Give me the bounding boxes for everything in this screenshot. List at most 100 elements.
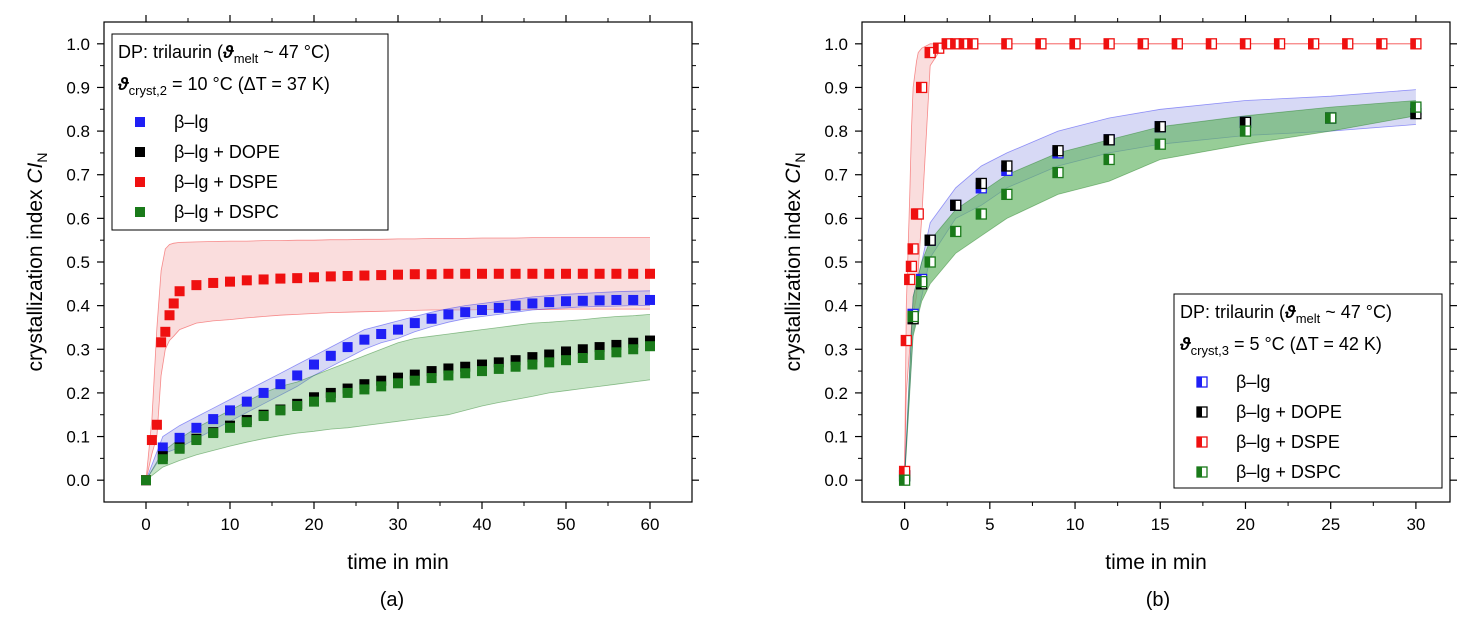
data-point-dspe	[1069, 38, 1081, 50]
legend: DP: trilaurin (ϑmelt ~ 47 °C) ϑcryst,3 = …	[1173, 293, 1443, 489]
legend-marker-dspc	[1196, 466, 1208, 478]
data-point-dspc	[1103, 153, 1115, 166]
marker-half-fill	[925, 257, 931, 267]
data-point-dspe	[164, 310, 175, 321]
data-point-beta_lg	[594, 295, 605, 306]
marker-half-fill	[1001, 189, 1007, 200]
data-point-dope	[409, 369, 420, 380]
data-point-dspc	[174, 443, 185, 454]
marker-half-fill	[1197, 377, 1202, 387]
data-point-dspc	[157, 454, 168, 465]
data-point-beta_lg	[275, 379, 286, 390]
data-point-dspe	[241, 275, 252, 286]
data-point-beta_lg	[225, 405, 235, 416]
data-point-dspe	[1376, 38, 1388, 50]
data-point-dspe	[1342, 38, 1354, 50]
y-tick-label: 0.1	[66, 428, 90, 447]
data-point-dspc	[141, 475, 151, 486]
band-dspc	[146, 314, 650, 481]
data-point-dspc	[477, 366, 487, 377]
data-point-dspc	[544, 357, 555, 368]
y-tick-label: 0.0	[824, 471, 848, 490]
data-point-dspc	[975, 208, 987, 220]
legend-title-line1: DP: trilaurin (ϑmelt ~ 47 °C)	[1180, 302, 1392, 326]
marker-half-fill	[1104, 38, 1110, 49]
data-point-dspc	[527, 359, 538, 370]
marker-half-fill	[1240, 117, 1246, 128]
marker-half-fill	[1197, 467, 1202, 477]
legend-title-line1: DP: trilaurin (ϑmelt ~ 47 °C)	[118, 42, 330, 66]
data-point-dspc	[292, 401, 303, 411]
marker-half-fill	[899, 466, 905, 477]
marker-half-fill	[906, 261, 912, 272]
data-point-dspe	[1308, 38, 1320, 50]
x-tick-label: 10	[1066, 515, 1085, 534]
y-tick-label: 0.6	[824, 209, 848, 228]
marker-half-fill	[1001, 38, 1007, 49]
marker-half-fill	[1410, 102, 1416, 113]
y-tick-label: 0.4	[66, 297, 90, 316]
data-point-dspe	[1103, 38, 1115, 50]
marker-half-fill	[1001, 161, 1007, 171]
y-tick-label: 0.4	[824, 297, 848, 316]
y-tick-label: 0.7	[824, 166, 848, 185]
data-point-beta_lg	[628, 294, 639, 305]
marker-half-fill	[1104, 134, 1110, 145]
x-axis-title: time in min	[347, 551, 449, 574]
data-point-dspe	[561, 268, 571, 279]
data-point-dope	[376, 375, 387, 386]
data-point-dspc	[594, 349, 605, 360]
x-tick-label: 15	[1151, 515, 1170, 534]
y-tick-label: 0.6	[66, 209, 90, 228]
data-point-dspc	[924, 256, 936, 268]
data-point-beta_lg	[577, 295, 588, 306]
data-point-dope	[477, 359, 487, 370]
data-point-dspe	[477, 268, 487, 279]
data-point-dspe	[359, 270, 370, 281]
data-point-beta_lg	[292, 370, 303, 381]
x-tick-label: 60	[641, 515, 660, 534]
legend-marker-dspc	[135, 207, 145, 217]
data-point-dspc	[1239, 125, 1252, 137]
data-point-dspe	[191, 280, 202, 291]
data-point-beta_lg	[443, 309, 454, 320]
data-point-beta_lg	[493, 302, 504, 313]
data-point-dspc	[208, 428, 219, 439]
marker-half-fill	[925, 235, 931, 246]
data-point-dspc	[325, 392, 336, 403]
marker-half-fill	[1274, 38, 1280, 49]
marker-half-fill	[1410, 108, 1416, 119]
y-tick-label: 0.0	[66, 471, 90, 490]
marker-half-fill	[1197, 437, 1202, 447]
data-point-dspc	[191, 435, 202, 446]
data-point-dspe	[1273, 38, 1286, 50]
data-point-dspe	[225, 276, 235, 287]
data-point-dspe	[151, 419, 162, 430]
marker-half-fill	[933, 43, 939, 54]
band-edge-upper-dspe	[145, 237, 650, 481]
marker-half-fill	[901, 335, 907, 346]
marker-half-fill	[1308, 38, 1314, 49]
y-tick-label: 1.0	[824, 35, 848, 54]
data-point-dspc	[275, 405, 286, 416]
data-point-dspe	[900, 334, 912, 347]
x-tick-label: 10	[221, 515, 240, 534]
data-point-dope	[561, 346, 571, 357]
data-point-dope	[975, 177, 987, 190]
data-point-dope	[1154, 121, 1166, 133]
data-point-beta_lg	[309, 359, 319, 370]
data-point-beta_lg	[208, 414, 219, 425]
data-point-dspe	[527, 268, 538, 279]
marker-half-fill	[1197, 407, 1202, 417]
data-point-dope	[460, 361, 471, 372]
data-point-dspc	[1001, 188, 1013, 201]
data-point-beta_lg	[359, 334, 370, 345]
band-dspc	[904, 100, 1416, 481]
marker-half-fill	[1376, 38, 1382, 49]
legend-marker-dope	[135, 147, 145, 157]
data-point-dspe	[1035, 38, 1047, 50]
band-edge-lower-dspc	[145, 379, 651, 481]
legend-box	[111, 33, 389, 231]
data-point-dspc	[510, 361, 521, 372]
